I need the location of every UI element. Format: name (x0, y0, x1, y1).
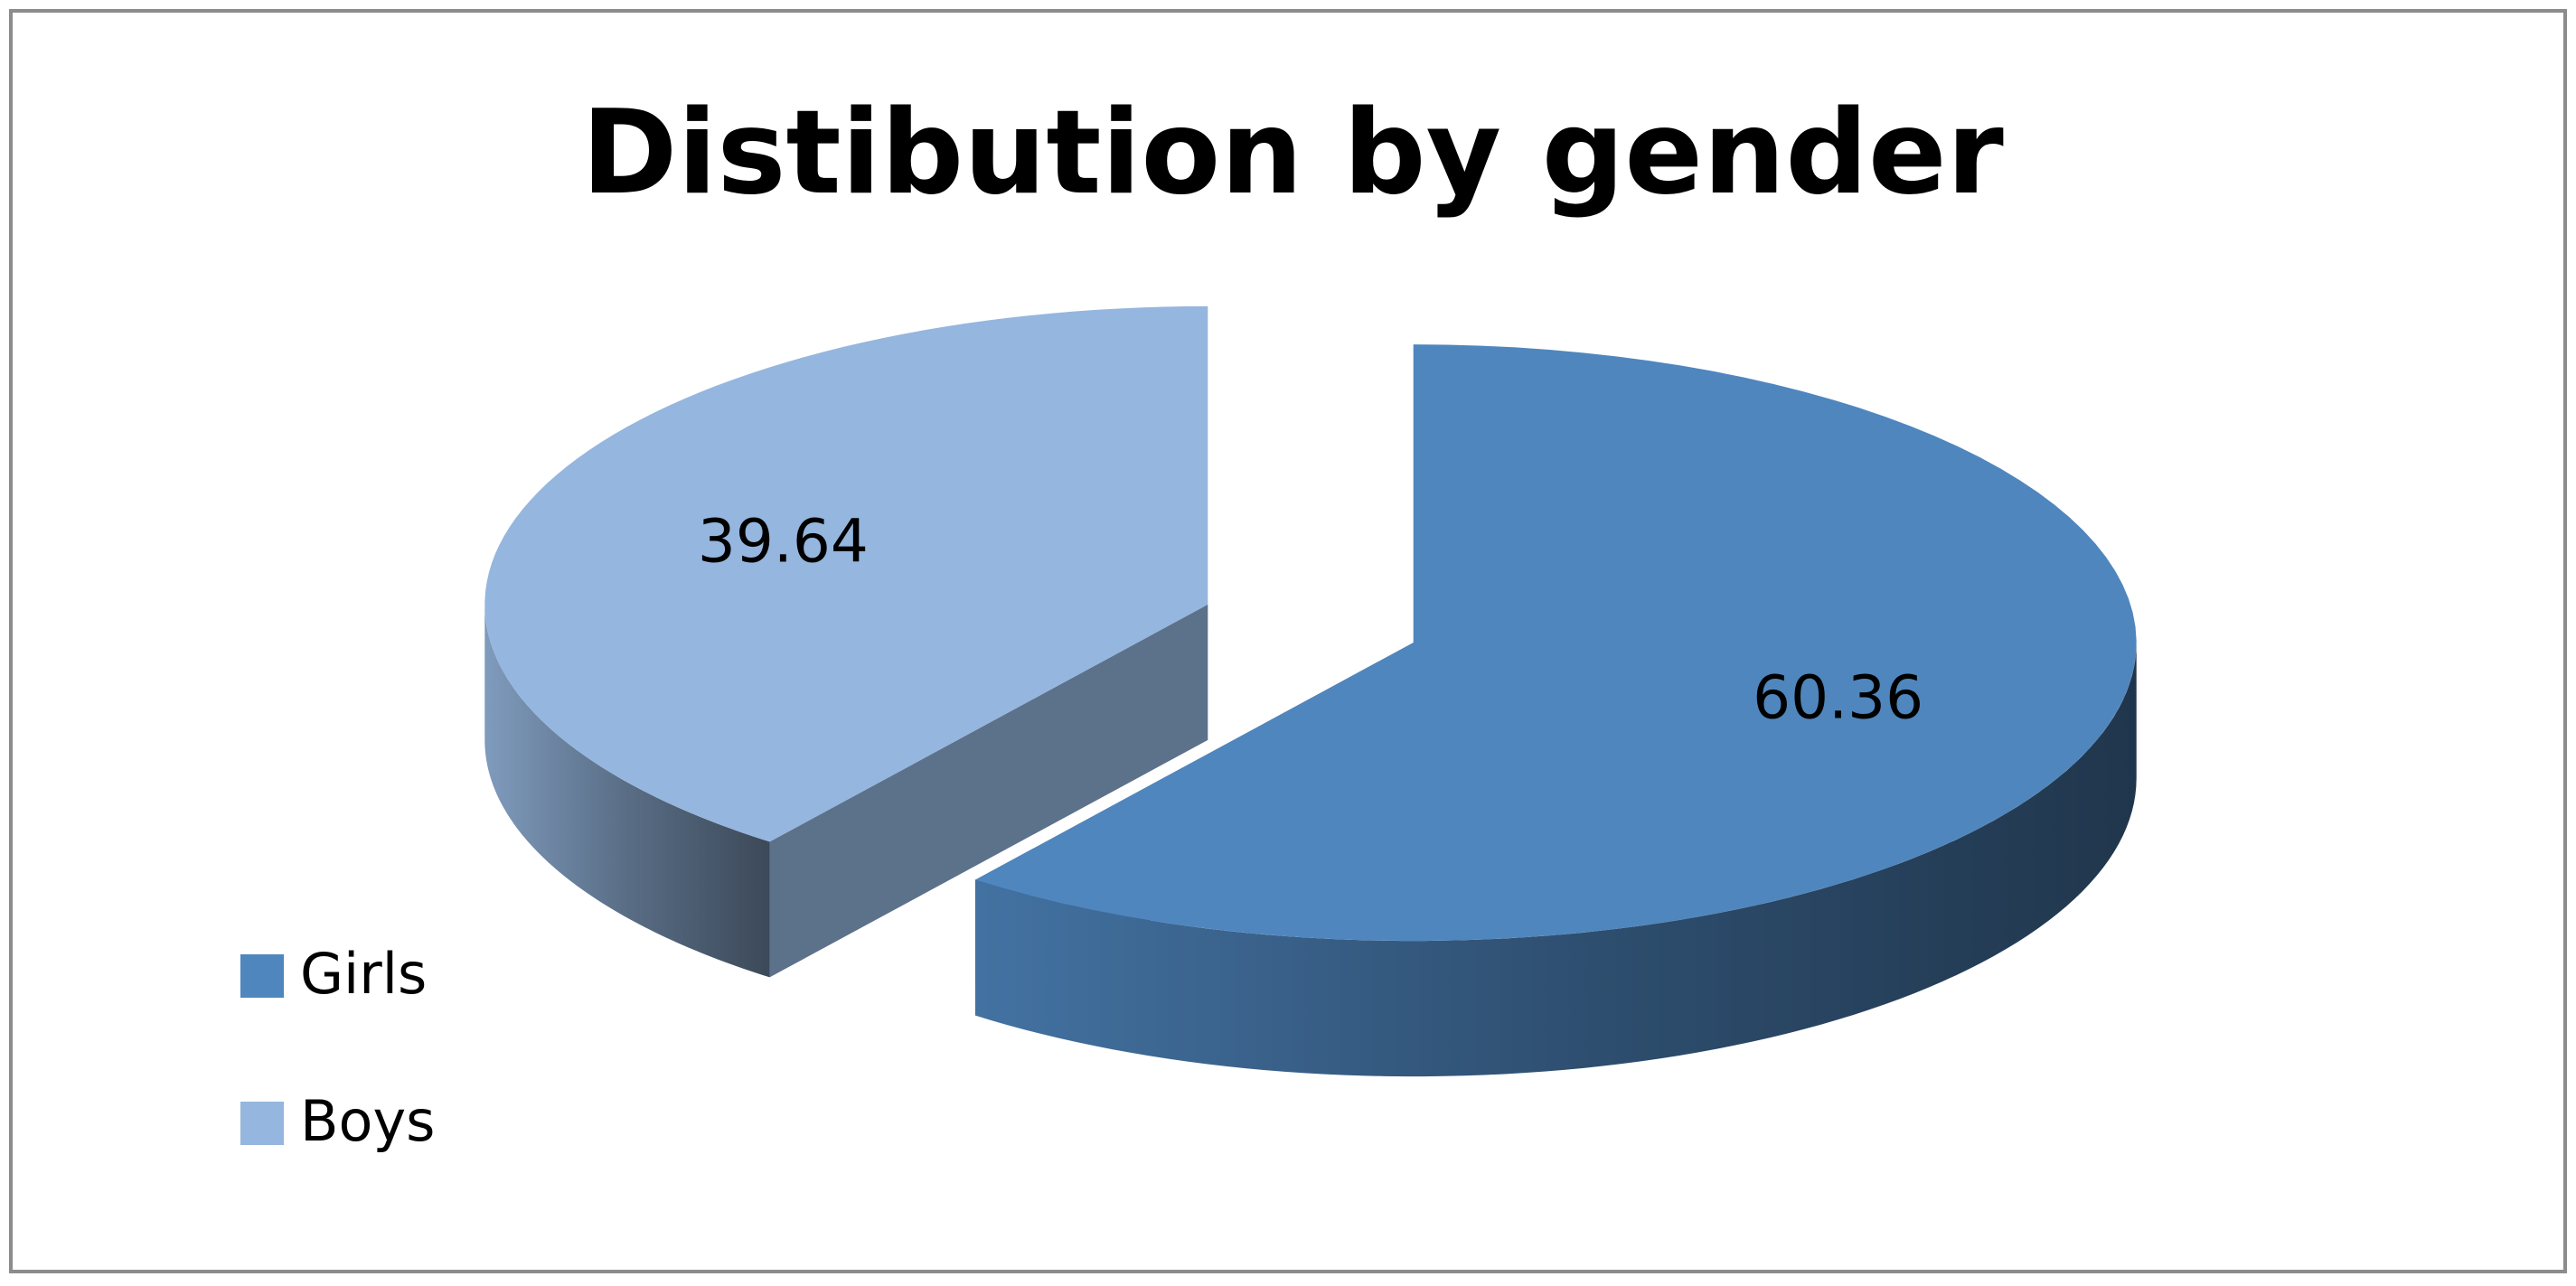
legend-label: Girls (300, 941, 427, 1007)
legend-label: Boys (300, 1088, 435, 1154)
slice-side (484, 604, 770, 978)
slice-wall (769, 604, 1208, 978)
legend-swatch (240, 954, 284, 998)
chart-title: Distibution by gender (581, 86, 2004, 221)
slice-side (974, 643, 2137, 1077)
data-label: 60.36 (1753, 663, 1923, 733)
legend: Girls Boys (240, 941, 435, 1154)
pie-slice (974, 344, 2137, 942)
pie-slice (484, 305, 1208, 842)
pie: 39.64 60.36 (484, 305, 2137, 1077)
legend-swatch (240, 1102, 284, 1145)
data-label: 39.64 (698, 507, 869, 577)
